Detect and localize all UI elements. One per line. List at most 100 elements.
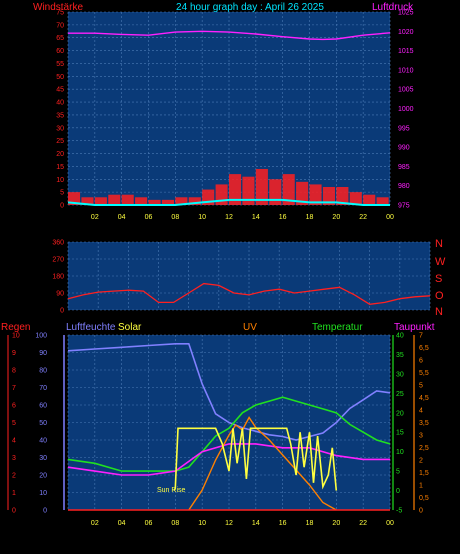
uv-axis-tick: 4,5 [419, 395, 429, 402]
pressure-axis-tick: 990 [398, 145, 410, 152]
wind-axis-tick: 35 [56, 112, 64, 119]
solar-line [173, 427, 338, 491]
gust-bar [336, 186, 349, 205]
x-axis-tick: 00 [386, 214, 394, 221]
gust-bar [296, 181, 309, 205]
x-axis-tick: 12 [225, 520, 233, 527]
temperature-line [67, 396, 391, 472]
dir-letter-s: S [435, 273, 442, 285]
regen-axis-tick: 4 [12, 438, 16, 445]
temperature-axis-tick: 30 [396, 371, 404, 378]
x-axis-tick: 00 [386, 520, 394, 527]
wind-axis-tick: 45 [56, 87, 64, 94]
regen-axis-tick: 9 [12, 350, 16, 357]
x-axis-tick: 22 [359, 520, 367, 527]
gust-bar [108, 194, 121, 205]
gust-bar [188, 197, 201, 205]
gust-bar [121, 194, 134, 205]
uv-axis-tick: 5 [419, 383, 423, 390]
uv-label: UV [243, 322, 257, 333]
x-axis-tick: 18 [306, 520, 314, 527]
direction-axis-tick: 0 [60, 308, 64, 315]
temperature-axis-tick: 35 [396, 352, 404, 359]
regen-axis-tick: 8 [12, 368, 16, 375]
uv-axis-tick: 1 [419, 483, 423, 490]
humidity-axis-tick: 30 [39, 455, 47, 462]
taupunkt-label: Taupunkt [394, 322, 435, 333]
direction-axis-tick: 360 [52, 240, 64, 247]
uv-axis-tick: 2 [419, 458, 423, 465]
humidity-axis-tick: 60 [39, 403, 47, 410]
regen-axis-tick: 0 [12, 508, 16, 515]
x-axis-tick: 16 [279, 214, 287, 221]
temperature-axis-tick: 5 [396, 469, 400, 476]
pressure-axis-tick: 975 [398, 203, 410, 210]
gust-bar [242, 176, 255, 205]
pressure-axis-tick: 1000 [398, 106, 414, 113]
humidity-axis-tick: 80 [39, 368, 47, 375]
uv-axis-tick: 0 [419, 508, 423, 515]
wind-axis-tick: 15 [56, 164, 64, 171]
wind-axis-tick: 70 [56, 22, 64, 29]
x-axis-tick: 08 [171, 214, 179, 221]
regen-label: Regen [1, 322, 30, 333]
pressure-axis-tick: 1015 [398, 48, 414, 55]
x-axis-tick: 04 [118, 520, 126, 527]
wind-axis-tick: 10 [56, 177, 64, 184]
wind-axis-tick: 20 [56, 151, 64, 158]
humidity-axis-tick: 10 [39, 490, 47, 497]
pressure-axis-tick: 985 [398, 164, 410, 171]
regen-axis-tick: 10 [12, 333, 20, 340]
humidity-axis-tick: 40 [39, 438, 47, 445]
uv-axis-tick: 0,5 [419, 495, 429, 502]
gust-bar [363, 194, 376, 205]
gust-bar [322, 186, 335, 205]
regen-axis-tick: 6 [12, 403, 16, 410]
temperatur-label: Temperatur [312, 322, 363, 333]
luftfeuchte-label: Luftfeuchte [66, 322, 116, 333]
wind-direction-line [67, 282, 431, 305]
temperature-axis-tick: 20 [396, 410, 404, 417]
direction-letters: N W S O N [435, 238, 446, 318]
x-axis-tick: 06 [145, 520, 153, 527]
uv-line [188, 416, 337, 511]
temperature-axis-tick: 0 [396, 488, 400, 495]
uv-axis-tick: 6,5 [419, 345, 429, 352]
wind-speed-line [67, 198, 390, 206]
direction-axis-tick: 270 [52, 257, 64, 264]
gust-bar [161, 199, 174, 205]
x-axis-tick: 04 [118, 214, 126, 221]
wind-axis-tick: 25 [56, 138, 64, 145]
uv-axis-tick: 5,5 [419, 370, 429, 377]
gust-bar [309, 184, 322, 205]
gust-bar [349, 192, 362, 205]
gust-bar [135, 197, 148, 205]
pressure-axis-tick: 1025 [398, 10, 414, 17]
regen-axis-tick: 5 [12, 420, 16, 427]
uv-axis-tick: 7 [419, 333, 423, 340]
x-axis-tick: 08 [171, 520, 179, 527]
wind-axis-tick: 40 [56, 100, 64, 107]
wind-axis-tick: 5 [60, 190, 64, 197]
direction-axis-tick: 180 [52, 274, 64, 281]
regen-axis-tick: 1 [12, 490, 16, 497]
gust-bar [282, 174, 295, 205]
gust-bar [94, 197, 107, 205]
solar-label: Solar [118, 322, 142, 333]
gust-bar [81, 197, 94, 205]
x-axis-tick: 20 [332, 520, 340, 527]
sun-rise-annotation: Sun Rise [157, 487, 186, 494]
gust-bar [175, 197, 188, 205]
gust-bar [148, 199, 161, 205]
temperature-axis-tick: -5 [396, 508, 402, 515]
x-axis-tick: 16 [279, 520, 287, 527]
uv-axis-tick: 4 [419, 408, 423, 415]
uv-axis-tick: 2,5 [419, 445, 429, 452]
pressure-axis-tick: 1005 [398, 87, 414, 94]
temperature-axis-tick: 15 [396, 430, 404, 437]
pressure-axis-tick: 1010 [398, 67, 414, 74]
regen-axis-tick: 2 [12, 473, 16, 480]
x-axis-tick: 20 [332, 214, 340, 221]
wind-axis-tick: 55 [56, 61, 64, 68]
temperature-axis-tick: 25 [396, 391, 404, 398]
